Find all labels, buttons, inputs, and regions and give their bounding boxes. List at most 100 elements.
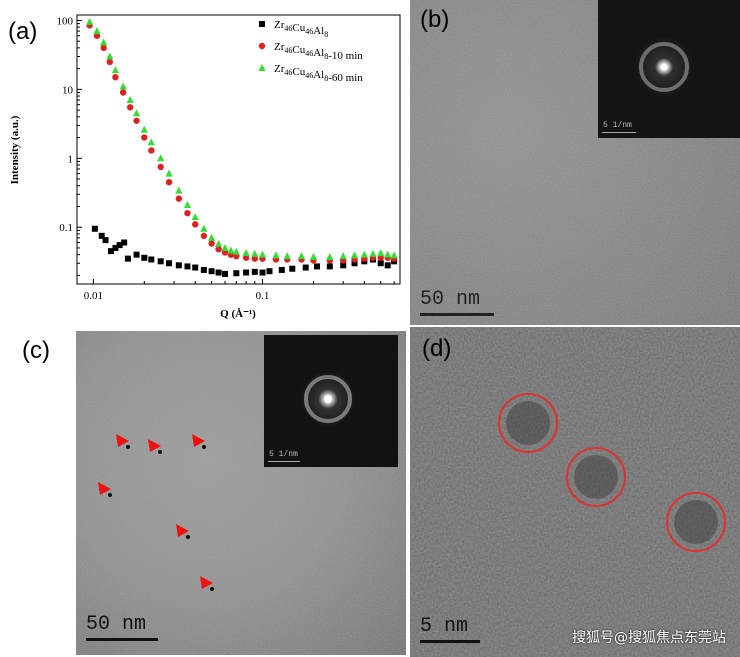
data-point-triangle: [132, 109, 141, 117]
data-point-triangle: [258, 64, 266, 71]
inset-scale-bar-c: [268, 461, 300, 462]
panel-label-c: (c): [22, 337, 50, 364]
data-point-triangle: [165, 169, 173, 177]
data-point-triangle: [140, 125, 148, 133]
data-point-circle: [215, 245, 222, 253]
scale-bar-label-d: 5 nm: [420, 615, 469, 638]
data-point-circle: [377, 254, 384, 261]
data-point-square: [384, 262, 391, 269]
data-point-circle: [208, 240, 215, 247]
data-point-square: [259, 269, 266, 276]
precipitate-dot: [158, 450, 162, 454]
data-point-triangle: [183, 201, 192, 209]
data-point-square: [340, 262, 347, 269]
data-point-triangle: [297, 252, 306, 260]
data-point-square: [289, 265, 296, 272]
data-point-triangle: [360, 250, 368, 258]
data-point-triangle: [147, 138, 155, 146]
data-point-square: [243, 269, 250, 276]
data-point-circle: [93, 32, 101, 39]
data-point-circle: [148, 147, 155, 154]
data-point-square: [215, 269, 222, 276]
data-point-square: [184, 263, 191, 270]
y-tick-label: 100: [57, 15, 74, 27]
diffraction-ring: [639, 42, 689, 92]
data-point-triangle: [93, 27, 101, 35]
nanocrystal-region: [674, 500, 718, 544]
red-arrow-icon: [192, 434, 205, 447]
data-point-triangle: [208, 233, 216, 241]
data-point-square: [112, 244, 119, 251]
data-point-triangle: [86, 17, 94, 25]
data-point-square: [259, 21, 265, 27]
data-point-square: [133, 251, 140, 258]
data-point-square: [98, 232, 105, 239]
inset-scale-label-b: 5 1/nm: [603, 121, 632, 130]
data-point-square: [124, 255, 131, 262]
data-point-square: [148, 256, 155, 263]
scale-bar-b: [420, 313, 494, 316]
data-point-square: [314, 263, 321, 270]
data-point-square: [121, 239, 128, 246]
data-point-square: [208, 268, 215, 275]
scale-bar-c: [86, 638, 158, 641]
data-point-circle: [242, 254, 250, 261]
data-point-triangle: [309, 252, 318, 260]
diffraction-ring: [304, 375, 352, 423]
data-point-triangle: [251, 249, 259, 257]
nanocrystal-circle-2: [566, 447, 626, 507]
y-axis-label: Intensity (a.u.): [9, 115, 21, 184]
data-point-triangle: [369, 249, 377, 257]
data-point-square: [326, 263, 333, 270]
diffraction-inset-b: 5 1/nm: [598, 0, 740, 138]
data-point-circle: [112, 74, 119, 81]
panel-d-hrtem-image: (d) 5 nm: [410, 327, 740, 657]
data-point-circle: [133, 117, 140, 124]
data-point-circle: [184, 209, 191, 217]
data-point-triangle: [175, 186, 183, 194]
data-point-square: [175, 262, 182, 269]
data-point-circle: [157, 163, 164, 171]
scale-bar-label-c: 50 nm: [86, 613, 147, 636]
legend-entry: Zr46Cu46Al8: [274, 19, 328, 39]
data-point-triangle: [283, 252, 291, 260]
data-point-square: [351, 260, 358, 267]
data-point-triangle: [384, 250, 392, 258]
inset-scale-label-c: 5 1/nm: [269, 450, 298, 459]
data-point-square: [251, 268, 258, 275]
panel-label-a: (a): [8, 18, 38, 45]
data-point-square: [266, 268, 273, 275]
precipitate-dot: [186, 535, 190, 539]
data-point-square: [91, 225, 98, 232]
data-point-triangle: [119, 82, 127, 90]
data-point-square: [102, 237, 109, 244]
scale-bar-label-b: 50 nm: [420, 288, 481, 311]
data-point-circle: [141, 134, 148, 141]
legend-entry: Zr46Cu46Al8-10 min: [274, 41, 363, 62]
series-1: [91, 225, 398, 277]
data-point-circle: [106, 58, 113, 66]
data-point-square: [157, 258, 164, 265]
data-point-triangle: [100, 38, 108, 46]
diffraction-inset-c: 5 1/nm: [264, 335, 398, 467]
x-tick-label: 0.1: [256, 290, 270, 302]
data-point-circle: [119, 89, 127, 96]
data-point-triangle: [106, 52, 114, 60]
data-point-triangle: [272, 251, 280, 259]
data-point-square: [192, 264, 199, 271]
red-arrow-icon: [200, 576, 213, 589]
y-tick-label: 0.1: [59, 222, 73, 234]
panel-b-tem-image: (b) 5 1/nm 50 nm: [410, 0, 740, 325]
data-point-triangle: [221, 243, 229, 251]
y-tick-label: 1: [68, 153, 74, 165]
data-point-triangle: [242, 249, 250, 257]
data-point-circle: [258, 42, 266, 50]
legend-entry: Zr46Cu46Al8-60 min: [274, 63, 363, 84]
data-point-triangle: [191, 213, 199, 221]
data-point-triangle: [126, 96, 134, 104]
watermark-text: 搜狐号@搜狐焦点东莞站: [572, 630, 726, 646]
data-point-square: [278, 266, 285, 273]
panel-c: (c) 5 1/nm: [0, 327, 410, 657]
data-point-triangle: [232, 247, 240, 255]
